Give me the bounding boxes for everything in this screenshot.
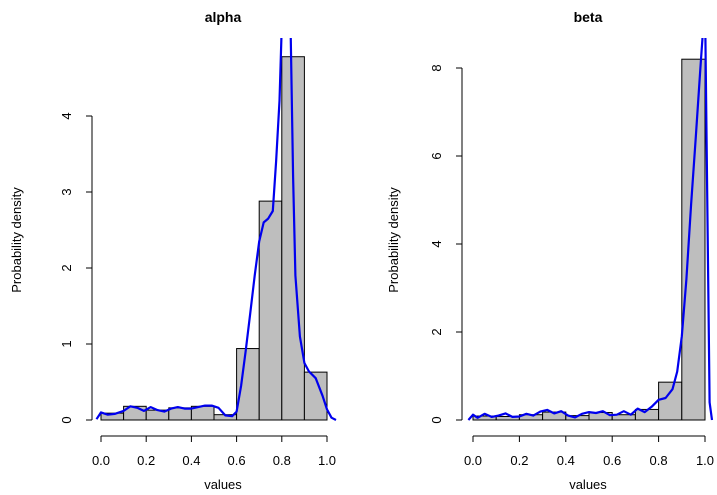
alpha-x-axis-label: values: [204, 477, 242, 492]
x-tick-label: 0.0: [92, 453, 110, 468]
beta-x-axis-label: values: [569, 477, 607, 492]
alpha-x-axis: 0.0 0.2 0.4 0.6 0.8 1.0: [92, 435, 336, 468]
histogram-bar: [281, 56, 305, 421]
y-tick-label: 0: [59, 416, 74, 423]
panel-alpha: alpha values Probability density 0.0 0.2 0…: [9, 9, 337, 492]
panel-beta: beta values Probability density 0.0 0.2 0.…: [386, 9, 714, 492]
alpha-y-axis-label: Probability density: [9, 187, 24, 293]
y-tick-label: 2: [59, 264, 74, 271]
y-tick-label: 0: [429, 416, 444, 423]
x-tick-label: 0.4: [557, 453, 575, 468]
density-curve: [467, 38, 714, 421]
histogram-bar: [303, 371, 328, 421]
x-tick-label: 0.2: [137, 453, 155, 468]
x-tick-label: 0.2: [510, 453, 528, 468]
y-tick-label: 4: [59, 112, 74, 119]
x-tick-label: 0.4: [182, 453, 200, 468]
y-tick-label: 4: [429, 240, 444, 247]
x-tick-label: 0.6: [228, 453, 246, 468]
alpha-title: alpha: [205, 9, 242, 25]
histogram-bar: [258, 200, 283, 421]
y-tick-label: 6: [429, 152, 444, 159]
beta-bars: [472, 58, 706, 421]
x-tick-label: 0.8: [650, 453, 668, 468]
y-tick-label: 3: [59, 188, 74, 195]
y-tick-label: 2: [429, 328, 444, 335]
y-tick-label: 1: [59, 340, 74, 347]
histogram-bar: [236, 348, 260, 421]
y-tick-label: 8: [429, 64, 444, 71]
beta-x-axis: 0.0 0.2 0.4 0.6 0.8 1.0: [464, 435, 714, 468]
beta-y-axis-label: Probability density: [386, 187, 401, 293]
x-tick-label: 0.6: [603, 453, 621, 468]
histogram-bar: [681, 58, 706, 421]
beta-density: [467, 38, 714, 421]
x-tick-label: 0.0: [464, 453, 482, 468]
histogram-bar: [658, 381, 683, 421]
x-tick-label: 0.8: [273, 453, 291, 468]
beta-title: beta: [574, 9, 603, 25]
density-curve: [95, 38, 337, 421]
alpha-y-axis: 0 1 2 3 4: [59, 112, 93, 424]
x-tick-label: 1.0: [696, 453, 714, 468]
alpha-bars: [100, 56, 328, 421]
alpha-density: [95, 38, 337, 421]
x-tick-label: 1.0: [318, 453, 336, 468]
beta-y-axis: 0 2 4 6 8: [429, 64, 463, 424]
